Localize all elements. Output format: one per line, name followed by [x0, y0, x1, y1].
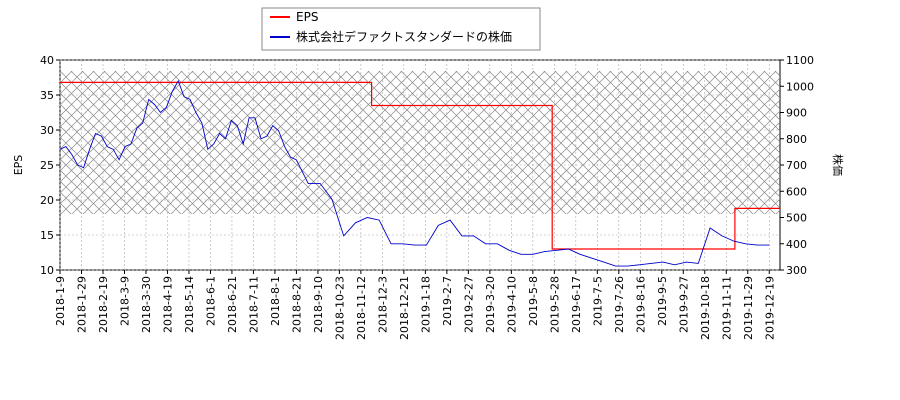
x-tick-label: 2018-1-9	[54, 276, 67, 326]
y-left-tick-label: 30	[40, 124, 54, 137]
x-tick-label: 2019-1-18	[419, 276, 432, 333]
x-tick-label: 2019-10-18	[699, 276, 712, 340]
x-tick-label: 2018-8-1	[269, 276, 282, 326]
x-tick-label: 2019-11-11	[720, 276, 733, 340]
grid	[59, 59, 780, 271]
x-tick-label: 2019-5-28	[548, 276, 561, 333]
y-left-tick-label: 35	[40, 89, 54, 102]
x-tick-label: 2018-10-23	[333, 276, 346, 340]
x-tick-label: 2018-6-21	[226, 276, 239, 333]
x-tick-label: 2018-5-14	[183, 276, 196, 333]
series-price	[59, 79, 770, 267]
x-tick-label: 2019-4-10	[505, 276, 518, 333]
x-tick-label: 2019-7-5	[591, 276, 604, 326]
y-left-tick-label: 25	[40, 159, 54, 172]
y-right-tick-label: 900	[786, 107, 807, 120]
y-right-tick-label: 500	[786, 212, 807, 225]
x-tick-label: 2019-3-20	[484, 276, 497, 333]
x-tick-label: 2018-11-12	[355, 276, 368, 340]
y-left-ticks: 10 15 20 25 30 35 40	[40, 54, 60, 277]
x-tick-label: 2019-2-27	[462, 276, 475, 333]
x-tick-label: 2019-7-26	[613, 276, 626, 333]
x-tick-label: 2019-12-19	[763, 276, 776, 340]
x-ticks: 2018-1-9 2018-1-29 2018-2-19 2018-3-9 2018-3…	[54, 270, 776, 340]
x-tick-label: 2018-8-21	[290, 276, 303, 333]
x-tick-label: 2018-3-30	[140, 276, 153, 333]
legend-box	[261, 7, 541, 51]
legend-eps-label: EPS	[296, 10, 318, 24]
y-right-tick-label: 1100	[786, 54, 814, 67]
x-tick-label: 2018-1-29	[75, 276, 88, 333]
y-right-tick-label: 1000	[786, 80, 814, 93]
x-tick-label: 2018-7-11	[247, 276, 260, 333]
legend-price-label: 株式会社デファクトスタンダードの株価	[296, 29, 512, 44]
y-right-label: 株価	[831, 154, 845, 176]
y-left-tick-label: 10	[40, 264, 54, 277]
x-tick-label: 2019-9-27	[677, 276, 690, 333]
x-tick-label: 2018-12-3	[376, 276, 389, 333]
x-tick-label: 2019-8-16	[634, 276, 647, 333]
x-tick-label: 2018-9-10	[312, 276, 325, 333]
x-tick-label: 2019-9-5	[656, 276, 669, 326]
legend: EPS 株式会社デファクトスタンダードの株価	[261, 7, 541, 51]
x-tick-label: 2018-4-19	[161, 276, 174, 333]
y-left-tick-label: 20	[40, 194, 54, 207]
eps-hatch-region	[60, 71, 780, 214]
series-eps	[60, 81, 780, 250]
y-right-tick-label: 400	[786, 238, 807, 251]
y-right-tick-label: 700	[786, 159, 807, 172]
y-right-tick-label: 600	[786, 185, 807, 198]
x-tick-label: 2018-12-21	[398, 276, 411, 340]
x-tick-label: 2019-6-17	[570, 276, 583, 333]
x-tick-label: 2019-2-7	[441, 276, 454, 326]
y-left-label: EPS	[12, 155, 25, 176]
x-tick-label: 2018-3-9	[118, 276, 131, 326]
price-line	[59, 79, 770, 267]
y-right-tick-label: 800	[786, 133, 807, 146]
x-tick-label: 2018-6-1	[204, 276, 217, 326]
x-tick-label: 2019-11-29	[742, 276, 755, 340]
y-right-tick-label: 300	[786, 264, 807, 277]
y-left-tick-label: 15	[40, 229, 54, 242]
y-left-tick-label: 40	[40, 54, 54, 67]
eps-line	[60, 81, 780, 250]
x-tick-label: 2019-5-8	[527, 276, 540, 326]
x-tick-label: 2018-2-19	[97, 276, 110, 333]
y-right-ticks: 300 400 500 600 700 800 900 1000 1100	[780, 54, 814, 277]
